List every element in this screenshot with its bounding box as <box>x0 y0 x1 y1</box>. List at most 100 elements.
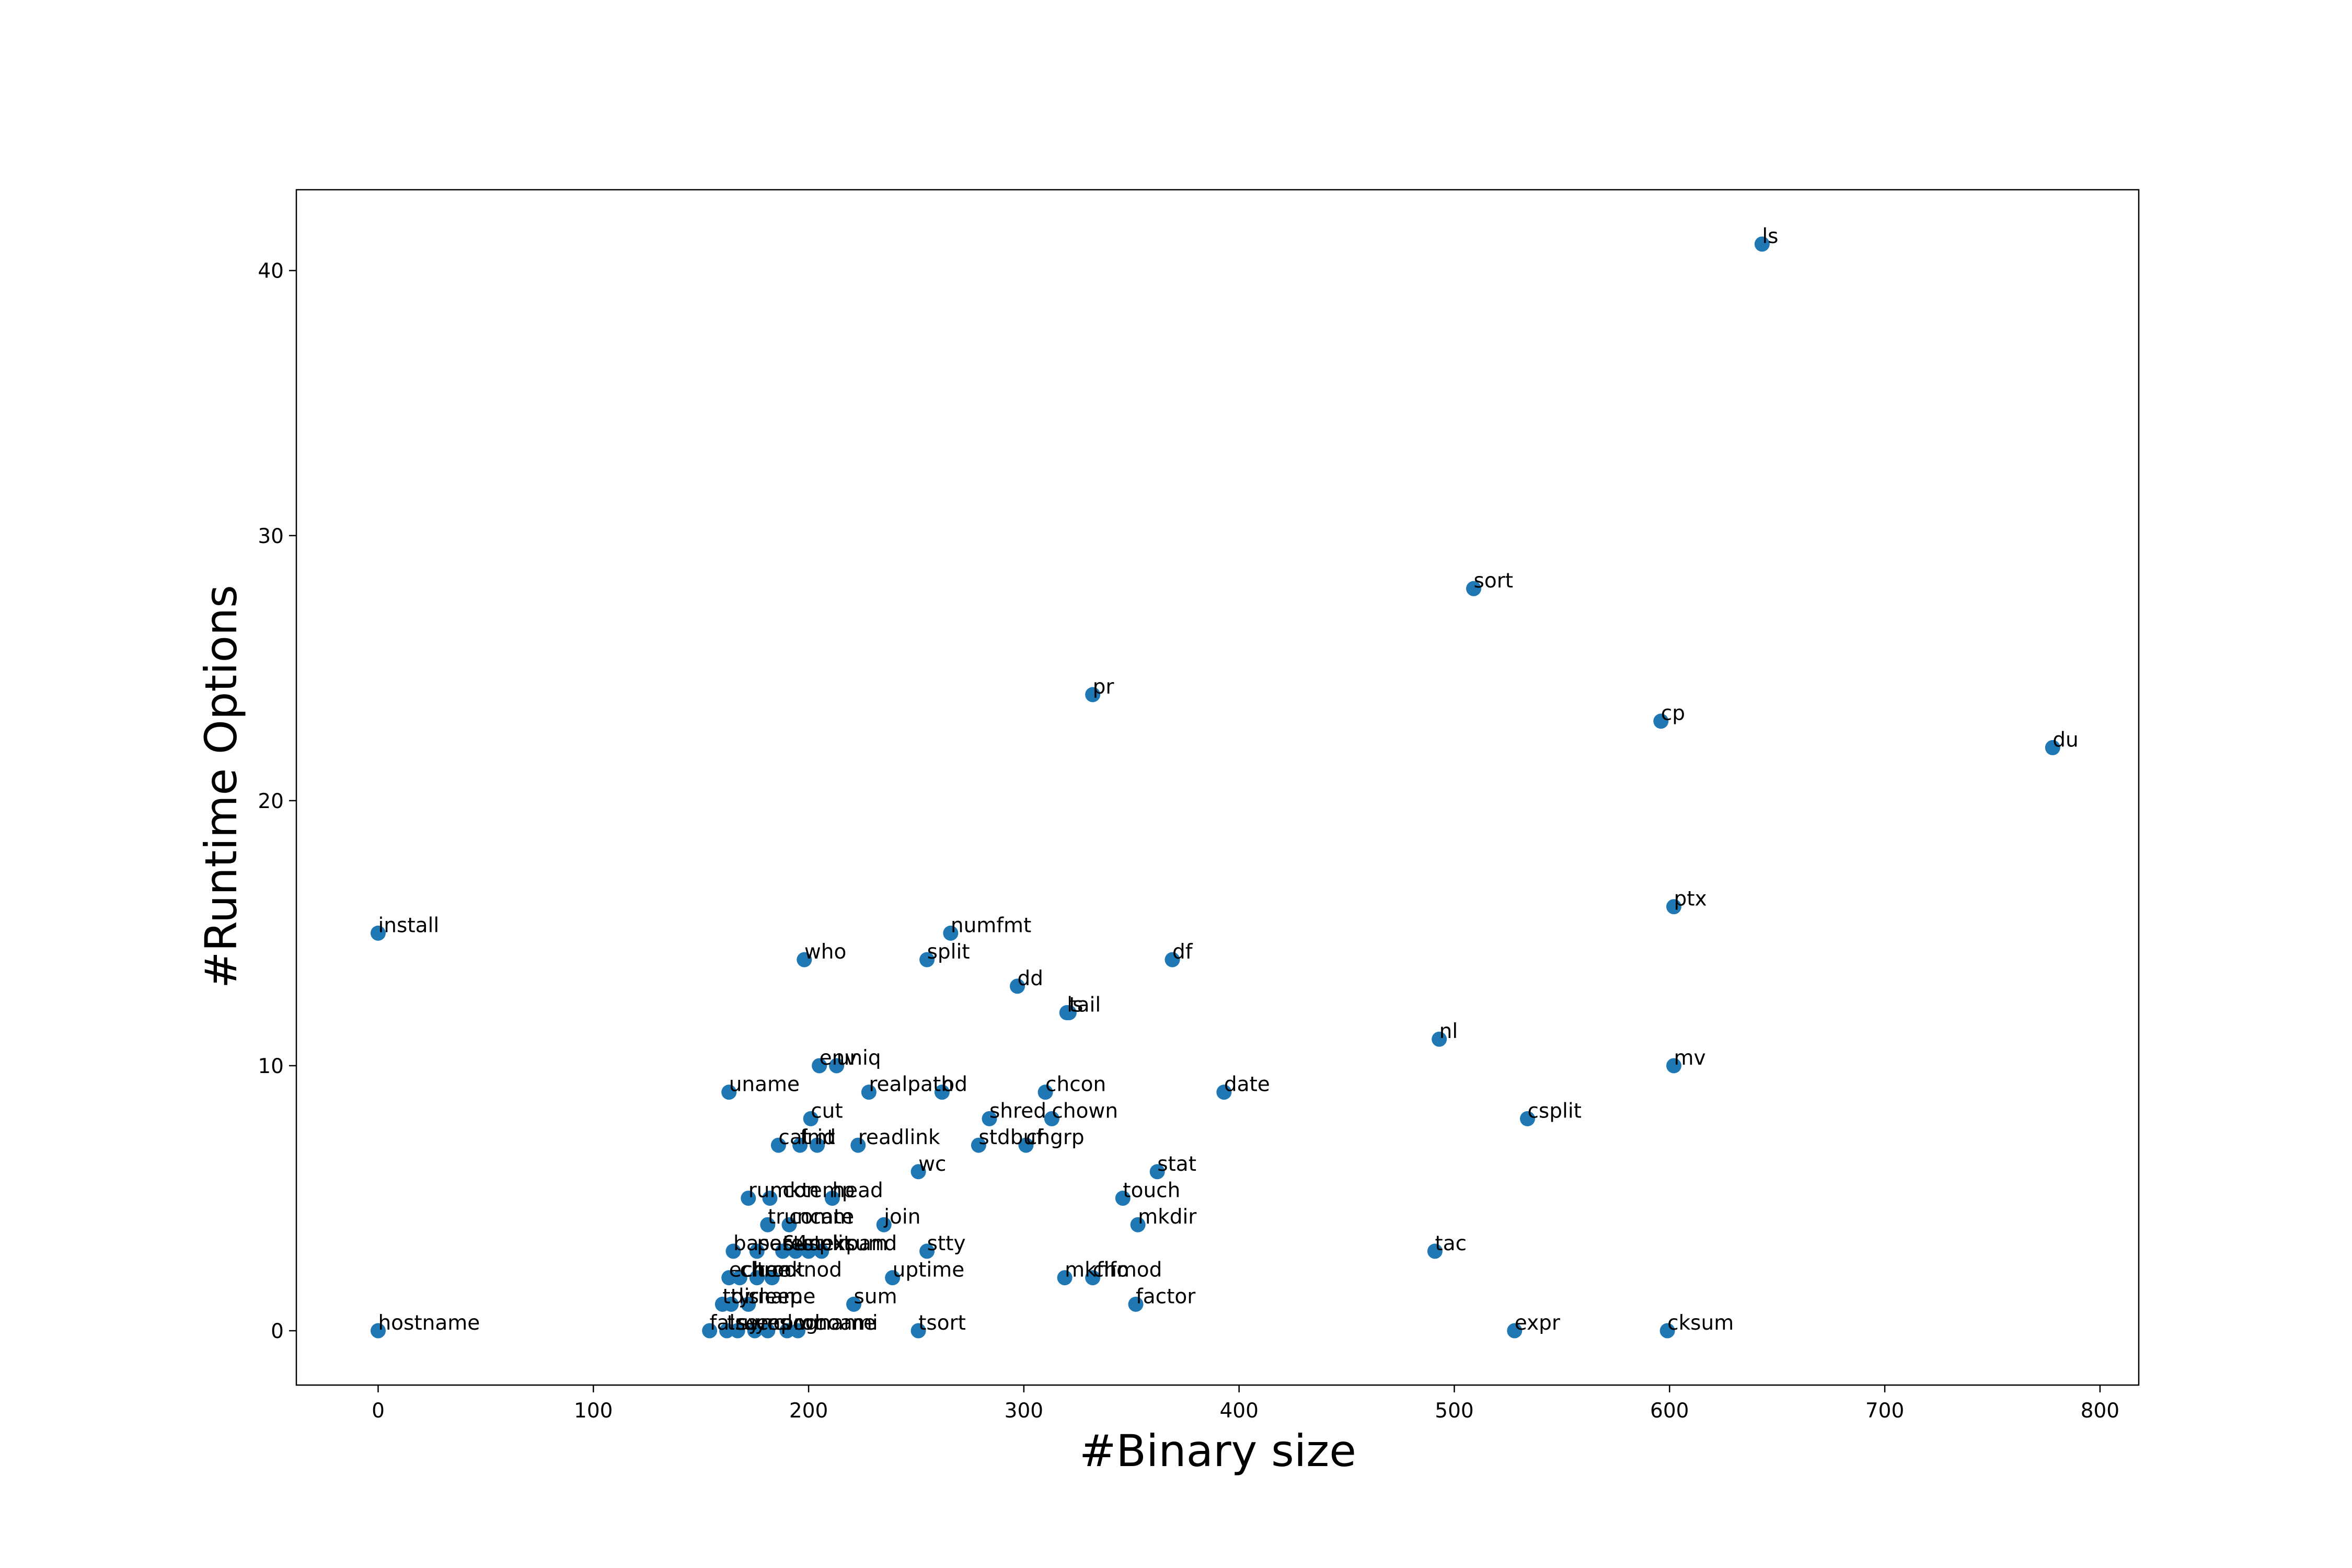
point-label: paste <box>757 1232 813 1255</box>
data-point <box>741 1296 756 1312</box>
data-point <box>721 1085 737 1100</box>
point-label: uname <box>729 1073 800 1097</box>
data-point <box>812 1058 827 1074</box>
data-point <box>801 1243 816 1259</box>
data-point <box>885 1270 901 1286</box>
x-tick-label: 300 <box>1005 1399 1043 1423</box>
data-point <box>1216 1085 1232 1100</box>
data-point <box>1115 1190 1131 1206</box>
data-point <box>934 1085 950 1100</box>
point-label: true <box>727 1311 769 1335</box>
data-point <box>850 1137 866 1153</box>
point-label: mv <box>1674 1046 1706 1070</box>
point-label: chroot <box>740 1259 804 1282</box>
data-point <box>781 1217 797 1232</box>
point-label: tac <box>1435 1232 1467 1255</box>
data-point <box>1165 952 1180 967</box>
data-point <box>1018 1137 1034 1153</box>
point-label: wc <box>918 1152 946 1176</box>
point-label: sum <box>854 1285 897 1308</box>
point-label: date <box>1224 1073 1270 1097</box>
point-label: fmt <box>800 1126 835 1149</box>
data-point <box>1432 1031 1447 1047</box>
point-label: mknod <box>772 1259 842 1282</box>
point-label: uniq <box>837 1046 881 1070</box>
data-point <box>810 1137 825 1153</box>
x-tick-label: 400 <box>1219 1399 1258 1423</box>
data-point <box>702 1323 718 1339</box>
data-point <box>790 1323 805 1339</box>
data-point <box>803 1111 818 1126</box>
point-label: mkdir <box>1138 1205 1197 1229</box>
points-layer <box>370 236 2060 1339</box>
data-point <box>1057 1270 1073 1286</box>
point-label: cksum <box>822 1232 888 1255</box>
point-label: stdbuf <box>978 1126 1044 1149</box>
point-label: ptx <box>1674 887 1707 911</box>
point-label: split <box>927 940 970 964</box>
point-label: uptime <box>893 1259 965 1282</box>
point-label: chmod <box>1093 1259 1162 1282</box>
point-label: install <box>378 914 439 937</box>
data-point <box>775 1243 791 1259</box>
point-label: mktemp <box>770 1179 855 1202</box>
data-point <box>741 1190 756 1206</box>
data-point <box>846 1296 862 1312</box>
point-label: cp <box>1661 702 1685 725</box>
data-point <box>1130 1217 1146 1232</box>
data-point <box>814 1243 829 1259</box>
data-point <box>764 1270 780 1286</box>
data-point <box>982 1111 997 1126</box>
point-label: sort <box>1474 569 1514 593</box>
point-label: ls <box>1067 994 1083 1017</box>
data-point <box>1653 713 1669 729</box>
data-point <box>747 1323 763 1339</box>
data-point <box>1659 1323 1675 1339</box>
data-point <box>1085 687 1101 702</box>
data-point <box>876 1217 892 1232</box>
point-label: csplit <box>1527 1099 1581 1123</box>
point-label: who <box>804 940 846 964</box>
data-point <box>1427 1243 1443 1259</box>
point-label: dirname <box>731 1285 816 1308</box>
x-tick-label: 700 <box>1865 1399 1904 1423</box>
point-label: truncate <box>768 1205 854 1229</box>
data-point <box>1666 899 1682 915</box>
data-point <box>792 1137 808 1153</box>
point-label: id <box>817 1126 836 1149</box>
data-point <box>1149 1164 1165 1180</box>
point-label: realpath <box>869 1073 954 1097</box>
data-point <box>797 952 812 967</box>
point-label: runcon <box>748 1179 820 1202</box>
data-point <box>1754 236 1770 252</box>
point-label: base64 <box>733 1232 808 1255</box>
point-label: stat <box>1157 1152 1196 1176</box>
point-label: sleep <box>748 1285 803 1308</box>
data-point <box>910 1164 926 1180</box>
x-axis: 0 100 200 300 400 500 600 700 800 <box>372 1385 2119 1423</box>
data-point <box>910 1323 926 1339</box>
data-point <box>919 952 935 967</box>
data-point <box>2045 740 2060 755</box>
x-tick-label: 200 <box>789 1399 828 1423</box>
data-point <box>1507 1323 1523 1339</box>
point-label: numfmt <box>951 914 1031 937</box>
point-label: sync <box>737 1311 785 1335</box>
point-label: expr <box>1515 1311 1561 1335</box>
x-tick-label: 600 <box>1650 1399 1689 1423</box>
data-point <box>719 1323 735 1339</box>
point-label: whoami <box>798 1311 878 1335</box>
data-point <box>1061 1005 1077 1021</box>
point-label: echo <box>729 1259 778 1282</box>
point-label: cat <box>778 1126 810 1149</box>
point-label: split <box>809 1232 851 1255</box>
point-label: env <box>820 1046 857 1070</box>
point-label: tee <box>757 1259 790 1282</box>
point-label: unexpand <box>795 1232 897 1255</box>
point-label: du <box>2053 728 2078 752</box>
point-label: dd <box>1018 967 1044 990</box>
data-point <box>1466 581 1482 596</box>
data-point <box>721 1270 737 1286</box>
point-label: od <box>942 1073 967 1097</box>
point-label: logname <box>787 1311 876 1335</box>
